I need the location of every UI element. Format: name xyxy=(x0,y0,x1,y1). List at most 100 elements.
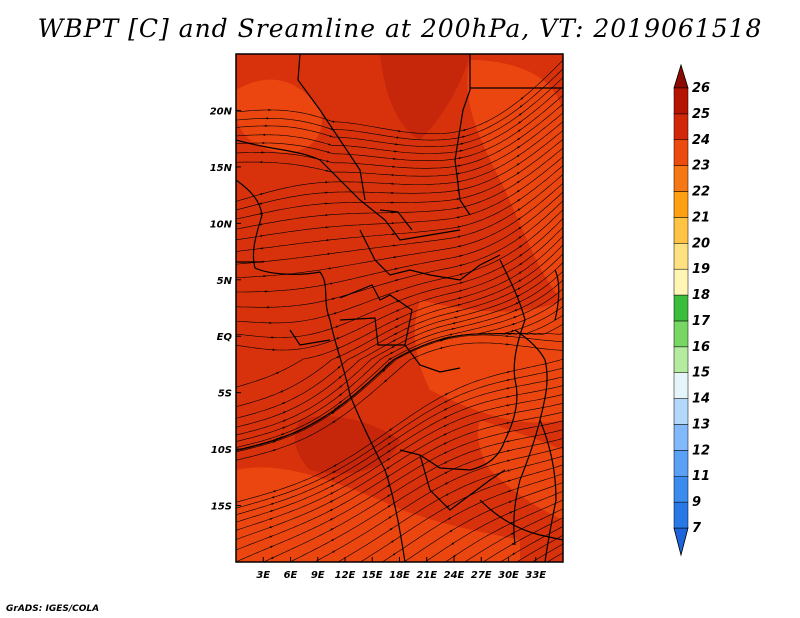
colorbar-label: 13 xyxy=(692,417,710,432)
streamline-arrow xyxy=(517,198,521,202)
colorbar-label: 20 xyxy=(692,236,710,251)
streamline xyxy=(531,543,563,562)
streamline xyxy=(236,376,563,516)
colorbar-label: 18 xyxy=(692,288,710,303)
lon-tick-label: 21E xyxy=(416,570,437,581)
streamline-arrow xyxy=(282,419,287,422)
colorbar-label: 12 xyxy=(692,443,710,458)
streamline-arrow xyxy=(509,511,514,514)
colorbar-label: 19 xyxy=(692,262,710,277)
streamline xyxy=(381,473,563,562)
streamline-arrow xyxy=(384,379,388,383)
colorbar-top-triangle xyxy=(673,63,689,89)
streamline-arrow xyxy=(457,296,463,300)
colorbar-swatch xyxy=(673,294,689,322)
streamline-arrow xyxy=(455,309,460,313)
colorbar-swatch xyxy=(673,320,689,348)
streamline xyxy=(236,165,563,252)
streamline-arrow xyxy=(392,552,397,556)
streamline-arrow xyxy=(507,489,512,493)
streamline-arrow xyxy=(516,180,521,184)
streamline-arrow xyxy=(269,517,274,520)
border-line xyxy=(359,229,501,281)
colorbar-label: 24 xyxy=(692,133,710,148)
streamline-arrow xyxy=(516,294,521,297)
colorbar-swatch xyxy=(673,398,689,425)
colorbar-swatch xyxy=(673,372,689,399)
streamline-arrow xyxy=(457,164,462,167)
colorbar-label: 16 xyxy=(692,340,710,355)
streamline-arrow xyxy=(333,312,338,315)
streamline xyxy=(482,517,563,562)
streamline-arrow xyxy=(338,375,342,379)
streamline-arrow xyxy=(272,489,277,493)
streamline-arrow xyxy=(516,154,521,157)
streamline-arrow xyxy=(386,466,391,469)
streamline-arrow xyxy=(393,332,398,335)
streamline-arrow xyxy=(518,226,522,230)
streamline-arrow xyxy=(505,421,511,425)
colorbar-swatch xyxy=(673,243,689,270)
streamline xyxy=(236,94,563,161)
streamline xyxy=(236,103,563,169)
streamline xyxy=(464,508,563,562)
lat-tick-label: 10N xyxy=(210,219,233,230)
streamline-arrow xyxy=(506,387,511,390)
streamline-arrow xyxy=(510,329,515,332)
streamline-arrow xyxy=(518,244,523,248)
streamline-arrow xyxy=(282,401,286,404)
colorbar-swatch xyxy=(673,165,689,192)
streamline-arrow xyxy=(444,482,449,485)
streamline-arrow xyxy=(389,351,394,355)
streamline-arrow xyxy=(327,143,332,146)
lon-tick-label: 27E xyxy=(471,570,492,581)
streamline-arrow xyxy=(333,464,338,467)
streamline-arrow xyxy=(519,104,524,108)
streamline-arrow xyxy=(518,120,522,124)
border-line xyxy=(399,439,506,471)
streamline-arrow xyxy=(259,212,264,215)
border-line xyxy=(479,499,563,541)
streamline-arrow xyxy=(330,527,335,531)
streamline-arrow xyxy=(512,552,516,555)
streamline-arrow xyxy=(505,430,511,434)
streamline xyxy=(236,358,563,503)
streamline-arrow xyxy=(269,535,274,538)
streamline-arrow xyxy=(384,365,388,369)
streamline-arrow xyxy=(336,355,341,358)
streamline-arrow xyxy=(459,273,464,276)
streamline-arrow xyxy=(382,367,387,371)
streamline-arrow xyxy=(443,442,448,445)
streamline-arrow xyxy=(507,479,512,482)
streamline-arrow xyxy=(452,321,457,325)
streamline-arrow xyxy=(506,370,511,374)
streamline-arrow xyxy=(458,149,464,152)
colorbar-label: 15 xyxy=(692,366,710,381)
streamline-arrow xyxy=(269,509,274,512)
colorbar-swatch xyxy=(673,475,689,503)
streamline-arrow xyxy=(443,433,448,436)
grads-credit: GrADS: IGES/COLA xyxy=(6,604,100,614)
streamline-arrow xyxy=(387,449,391,453)
streamline-arrow xyxy=(337,365,341,369)
colorbar-swatch xyxy=(673,501,689,529)
map-panel xyxy=(236,54,563,562)
streamline-arrow xyxy=(450,327,455,330)
streamline xyxy=(403,482,563,562)
lat-tick-label: 15N xyxy=(210,163,233,174)
streamline-arrow xyxy=(390,539,395,543)
streamline-arrow xyxy=(387,504,392,508)
streamline-arrow xyxy=(518,271,523,274)
streamline-arrow xyxy=(518,112,523,116)
streamline-arrow xyxy=(325,169,330,173)
streamline-arrow xyxy=(281,426,286,429)
streamline-arrow xyxy=(444,471,449,474)
streamline-arrow xyxy=(271,496,276,499)
streamline-arrow xyxy=(459,281,464,284)
streamline-arrow xyxy=(275,371,280,374)
streamline xyxy=(289,438,563,562)
colorbar-label: 21 xyxy=(692,210,710,225)
lat-tick-label: 5N xyxy=(217,276,233,287)
streamline-arrow xyxy=(514,309,519,312)
streamline-arrow xyxy=(458,289,463,292)
